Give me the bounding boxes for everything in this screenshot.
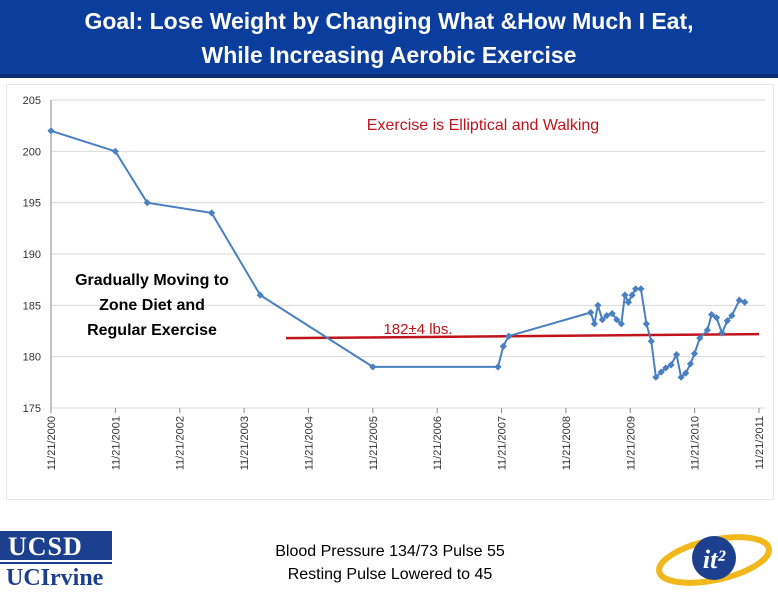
data-point — [735, 296, 743, 304]
data-point — [637, 285, 645, 293]
data-point — [632, 285, 640, 293]
x-axis-tick-labels: 11/21/2000 11/21/2001 11/21/2002 11/21/2003… — [46, 416, 766, 470]
data-point — [672, 351, 681, 359]
data-point — [696, 334, 704, 342]
x-tick-label: 11/21/2008 — [561, 416, 573, 470]
resting-pulse-text: Resting Pulse Lowered to 45 — [287, 566, 493, 583]
reference-line-group — [285, 332, 760, 340]
data-point — [369, 363, 377, 371]
data-point — [677, 373, 685, 381]
data-point — [652, 373, 660, 381]
data-point — [613, 316, 621, 324]
x-tick-label: 11/21/2002 — [175, 416, 187, 470]
gridlines — [50, 99, 765, 413]
data-point — [598, 316, 606, 324]
data-point — [47, 127, 55, 135]
average-weight-annotation: 182±4 lbs. — [383, 321, 452, 338]
data-point — [621, 291, 629, 299]
uc-irvine-logo: UCIrvine — [0, 562, 112, 591]
x-tick-label: 11/21/2006 — [432, 416, 444, 470]
data-point — [657, 368, 665, 376]
data-point — [712, 314, 721, 322]
data-point — [718, 329, 726, 337]
x-tick-label: 11/21/2001 — [110, 416, 122, 470]
y-tick-label: 190 — [23, 249, 41, 261]
data-point — [594, 301, 602, 309]
y-axis-tick-labels: 175 180 185 190 195 200 205 — [23, 95, 41, 415]
data-point — [590, 320, 598, 328]
ucsd-logo-text: UCSD — [8, 532, 83, 561]
data-point — [505, 332, 513, 340]
data-point — [686, 360, 695, 368]
x-tick-label: 11/21/2007 — [497, 416, 509, 470]
uc-irvine-logo-text: UCIrvine — [6, 565, 104, 591]
annotations: Exercise is Elliptical and Walking Gradua… — [75, 117, 599, 339]
y-tick-label: 200 — [23, 146, 41, 158]
weight-series — [47, 127, 749, 381]
data-point — [628, 291, 636, 299]
data-point — [690, 349, 699, 358]
data-point — [494, 363, 502, 371]
zone-diet-annotation-line: Zone Diet and — [99, 297, 205, 314]
x-tick-label: 11/21/2005 — [368, 416, 380, 470]
y-tick-label: 195 — [23, 198, 41, 210]
x-tick-label: 11/21/2000 — [46, 416, 58, 470]
data-point — [111, 147, 119, 155]
data-point — [703, 326, 711, 334]
x-tick-label: 11/21/2003 — [239, 416, 251, 470]
y-tick-label: 175 — [23, 403, 41, 415]
data-point — [499, 342, 507, 350]
title-banner: Goal: Lose Weight by Changing What &How … — [0, 0, 778, 78]
data-point — [723, 317, 731, 325]
x-tick-label: 11/21/2004 — [303, 416, 315, 470]
data-point — [642, 320, 650, 328]
data-point — [662, 364, 670, 372]
x-tick-label: 11/21/2010 — [690, 416, 702, 470]
data-point — [624, 298, 632, 306]
weight-chart-frame: 175 180 185 190 195 200 205 11/21/2000 11/21/20… — [6, 84, 774, 500]
ucsd-logo: UCSD — [0, 531, 112, 561]
y-tick-label: 205 — [23, 95, 41, 107]
page-title-line-2: While Increasing Aerobic Exercise — [201, 42, 577, 68]
data-point — [682, 369, 690, 377]
data-point — [587, 308, 595, 317]
average-reference-line — [285, 332, 760, 340]
y-tick-label: 185 — [23, 300, 41, 312]
calit2-logo: it² — [656, 534, 772, 586]
zone-diet-annotation-line: Gradually Moving to — [75, 272, 229, 289]
x-tick-label: 11/21/2011 — [754, 416, 766, 469]
x-tick-label: 11/21/2009 — [625, 416, 637, 470]
data-point — [647, 337, 655, 345]
exercise-annotation: Exercise is Elliptical and Walking — [367, 117, 599, 134]
data-point — [667, 361, 675, 369]
data-point — [143, 199, 151, 207]
blood-pressure-text: Blood Pressure 134/73 Pulse 55 — [275, 543, 505, 560]
y-tick-label: 180 — [23, 352, 41, 364]
zone-diet-annotation-line: Regular Exercise — [87, 322, 217, 339]
page-title-line-1: Goal: Lose Weight by Changing What &How … — [84, 8, 694, 34]
calit2-logo-text: it² — [703, 545, 726, 574]
data-point — [207, 209, 216, 217]
